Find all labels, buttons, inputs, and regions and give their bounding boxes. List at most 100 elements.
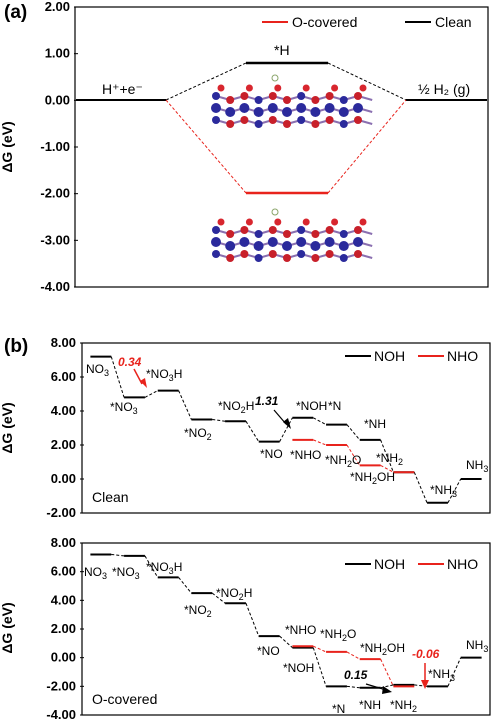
slab-atom bbox=[353, 237, 363, 247]
energy-connector-noh bbox=[178, 577, 192, 594]
slab-atom bbox=[254, 230, 263, 238]
species-label: NO3 bbox=[84, 565, 107, 581]
species-label: *NH2OH bbox=[350, 470, 395, 486]
energy-connector-nho bbox=[313, 645, 327, 653]
slab-atom bbox=[359, 84, 367, 92]
y-tick-label: -2.00 bbox=[46, 505, 76, 520]
energy-connector-noh bbox=[279, 635, 293, 649]
species-label: *NO3H bbox=[146, 560, 182, 576]
species-labels-o-covered: NO3 *NO3 *NO3H *NO2 *NO2H *NO *NHO *NOH … bbox=[84, 560, 488, 716]
label-half-h2: ½ H₂ (g) bbox=[418, 81, 470, 97]
slab-atom bbox=[274, 218, 282, 226]
slab-atom bbox=[225, 107, 236, 117]
species-label: *NO2H bbox=[218, 399, 254, 415]
legend-b-clean: NOH NHO bbox=[345, 348, 478, 364]
energy-connector-nho bbox=[380, 464, 394, 473]
arrowhead-o-covered-red bbox=[421, 680, 429, 689]
slab-atom bbox=[311, 120, 320, 128]
panel-label-b: (b) bbox=[4, 336, 28, 357]
energy-connector-noh bbox=[178, 390, 192, 420]
y-tick-label: 8.00 bbox=[51, 335, 76, 350]
slab-atom bbox=[297, 92, 306, 100]
y-tick-label: -3.00 bbox=[40, 232, 70, 247]
slab-atom bbox=[302, 218, 310, 226]
species-label: *NO bbox=[260, 447, 283, 461]
y-tick-label: -4.00 bbox=[46, 707, 76, 722]
slab-atom bbox=[297, 250, 306, 258]
y-tick-label: 0.00 bbox=[45, 92, 70, 107]
panel-label-a: (a) bbox=[4, 2, 27, 23]
slab-atom bbox=[282, 241, 292, 251]
arrowhead-clean-red bbox=[140, 378, 147, 388]
energy-connector-nho bbox=[313, 439, 327, 446]
y-tick-label: 0.00 bbox=[51, 471, 76, 486]
slab-atom bbox=[282, 107, 292, 117]
slab-atom bbox=[268, 226, 277, 234]
connector-clean-2 bbox=[327, 62, 407, 101]
energy-connector-noh bbox=[447, 657, 462, 687]
slab-atom bbox=[226, 254, 235, 262]
slab-atom bbox=[267, 237, 278, 247]
slab-atom bbox=[253, 107, 264, 117]
slab-atom bbox=[253, 241, 264, 251]
energy-connector-noh bbox=[413, 472, 428, 503]
slab-atom bbox=[239, 103, 250, 113]
energy-profile-clean bbox=[90, 355, 482, 504]
slab-atom bbox=[283, 230, 291, 238]
y-tick-label: 4.00 bbox=[51, 403, 76, 418]
slab-atom bbox=[302, 84, 310, 92]
barrier-value-clean-black: 1.31 bbox=[255, 394, 279, 408]
energy-connector-noh bbox=[245, 603, 260, 637]
legend-label-o-covered: O-covered bbox=[292, 14, 357, 30]
species-label: *NO3 bbox=[112, 565, 140, 581]
species-label: *NOH bbox=[296, 399, 327, 413]
slab-atom bbox=[267, 103, 278, 113]
energy-connector-noh bbox=[380, 439, 394, 473]
slab-atom bbox=[274, 84, 282, 92]
slab-atom bbox=[296, 103, 307, 113]
slab-atom bbox=[324, 103, 335, 113]
slab-atom bbox=[339, 230, 348, 238]
species-label: *N bbox=[332, 702, 345, 716]
energy-connector-noh bbox=[212, 419, 226, 422]
species-label: *NO2 bbox=[184, 426, 212, 442]
slab-atom bbox=[245, 218, 253, 226]
slab-atom bbox=[338, 107, 349, 117]
slab-atom-h bbox=[271, 208, 279, 216]
slab-atom bbox=[339, 96, 348, 104]
slab-atom bbox=[296, 237, 307, 247]
slab-atom-h bbox=[271, 74, 279, 82]
slab-atom bbox=[338, 241, 349, 251]
legend-label-nho: NHO bbox=[447, 348, 478, 364]
y-axis-label-b-clean: ΔG (eV) bbox=[0, 402, 15, 453]
energy-connector-nho bbox=[346, 444, 361, 466]
legend-a: O-covered Clean bbox=[250, 11, 486, 33]
energy-connector-nho bbox=[380, 658, 394, 687]
y-ticks-a: 2.00 1.00 0.00 -1.00 -2.00 -3.00 -4.00 bbox=[40, 0, 78, 294]
y-axis-label-a: ΔG (eV) bbox=[0, 121, 15, 172]
y-ticks-b-o-covered: 8.00 6.00 4.00 2.00 0.00 -2.00 -4.00 bbox=[46, 535, 84, 722]
y-tick-label: 6.00 bbox=[51, 369, 76, 384]
slab-atom bbox=[331, 218, 339, 226]
y-tick-label: -1.00 bbox=[40, 139, 70, 154]
energy-connector-nho bbox=[346, 651, 360, 660]
species-label: *NH2OH bbox=[360, 641, 405, 657]
slab-atom bbox=[354, 92, 362, 100]
species-label: *NO2H bbox=[216, 586, 252, 602]
slab-atom bbox=[354, 116, 362, 124]
condition-label-o-covered: O-covered bbox=[92, 691, 157, 707]
slab-structure-o-covered-image bbox=[211, 208, 373, 262]
y-tick-label: 4.00 bbox=[51, 592, 76, 607]
species-label: *NH3 bbox=[430, 483, 457, 499]
slab-atom bbox=[240, 226, 249, 234]
y-ticks-b-clean: 8.00 6.00 4.00 2.00 0.00 -2.00 bbox=[46, 335, 84, 520]
y-tick-label: 8.00 bbox=[51, 535, 76, 550]
connector-o-covered-1 bbox=[165, 99, 247, 194]
slab-atom bbox=[254, 254, 263, 262]
energy-connector-noh bbox=[111, 553, 125, 557]
slab-atom bbox=[324, 237, 335, 247]
legend-label-noh: NOH bbox=[374, 348, 405, 364]
species-label: NH3 bbox=[466, 638, 488, 654]
species-label: *NH2 bbox=[376, 451, 403, 467]
species-label: *NO3H bbox=[146, 367, 182, 383]
